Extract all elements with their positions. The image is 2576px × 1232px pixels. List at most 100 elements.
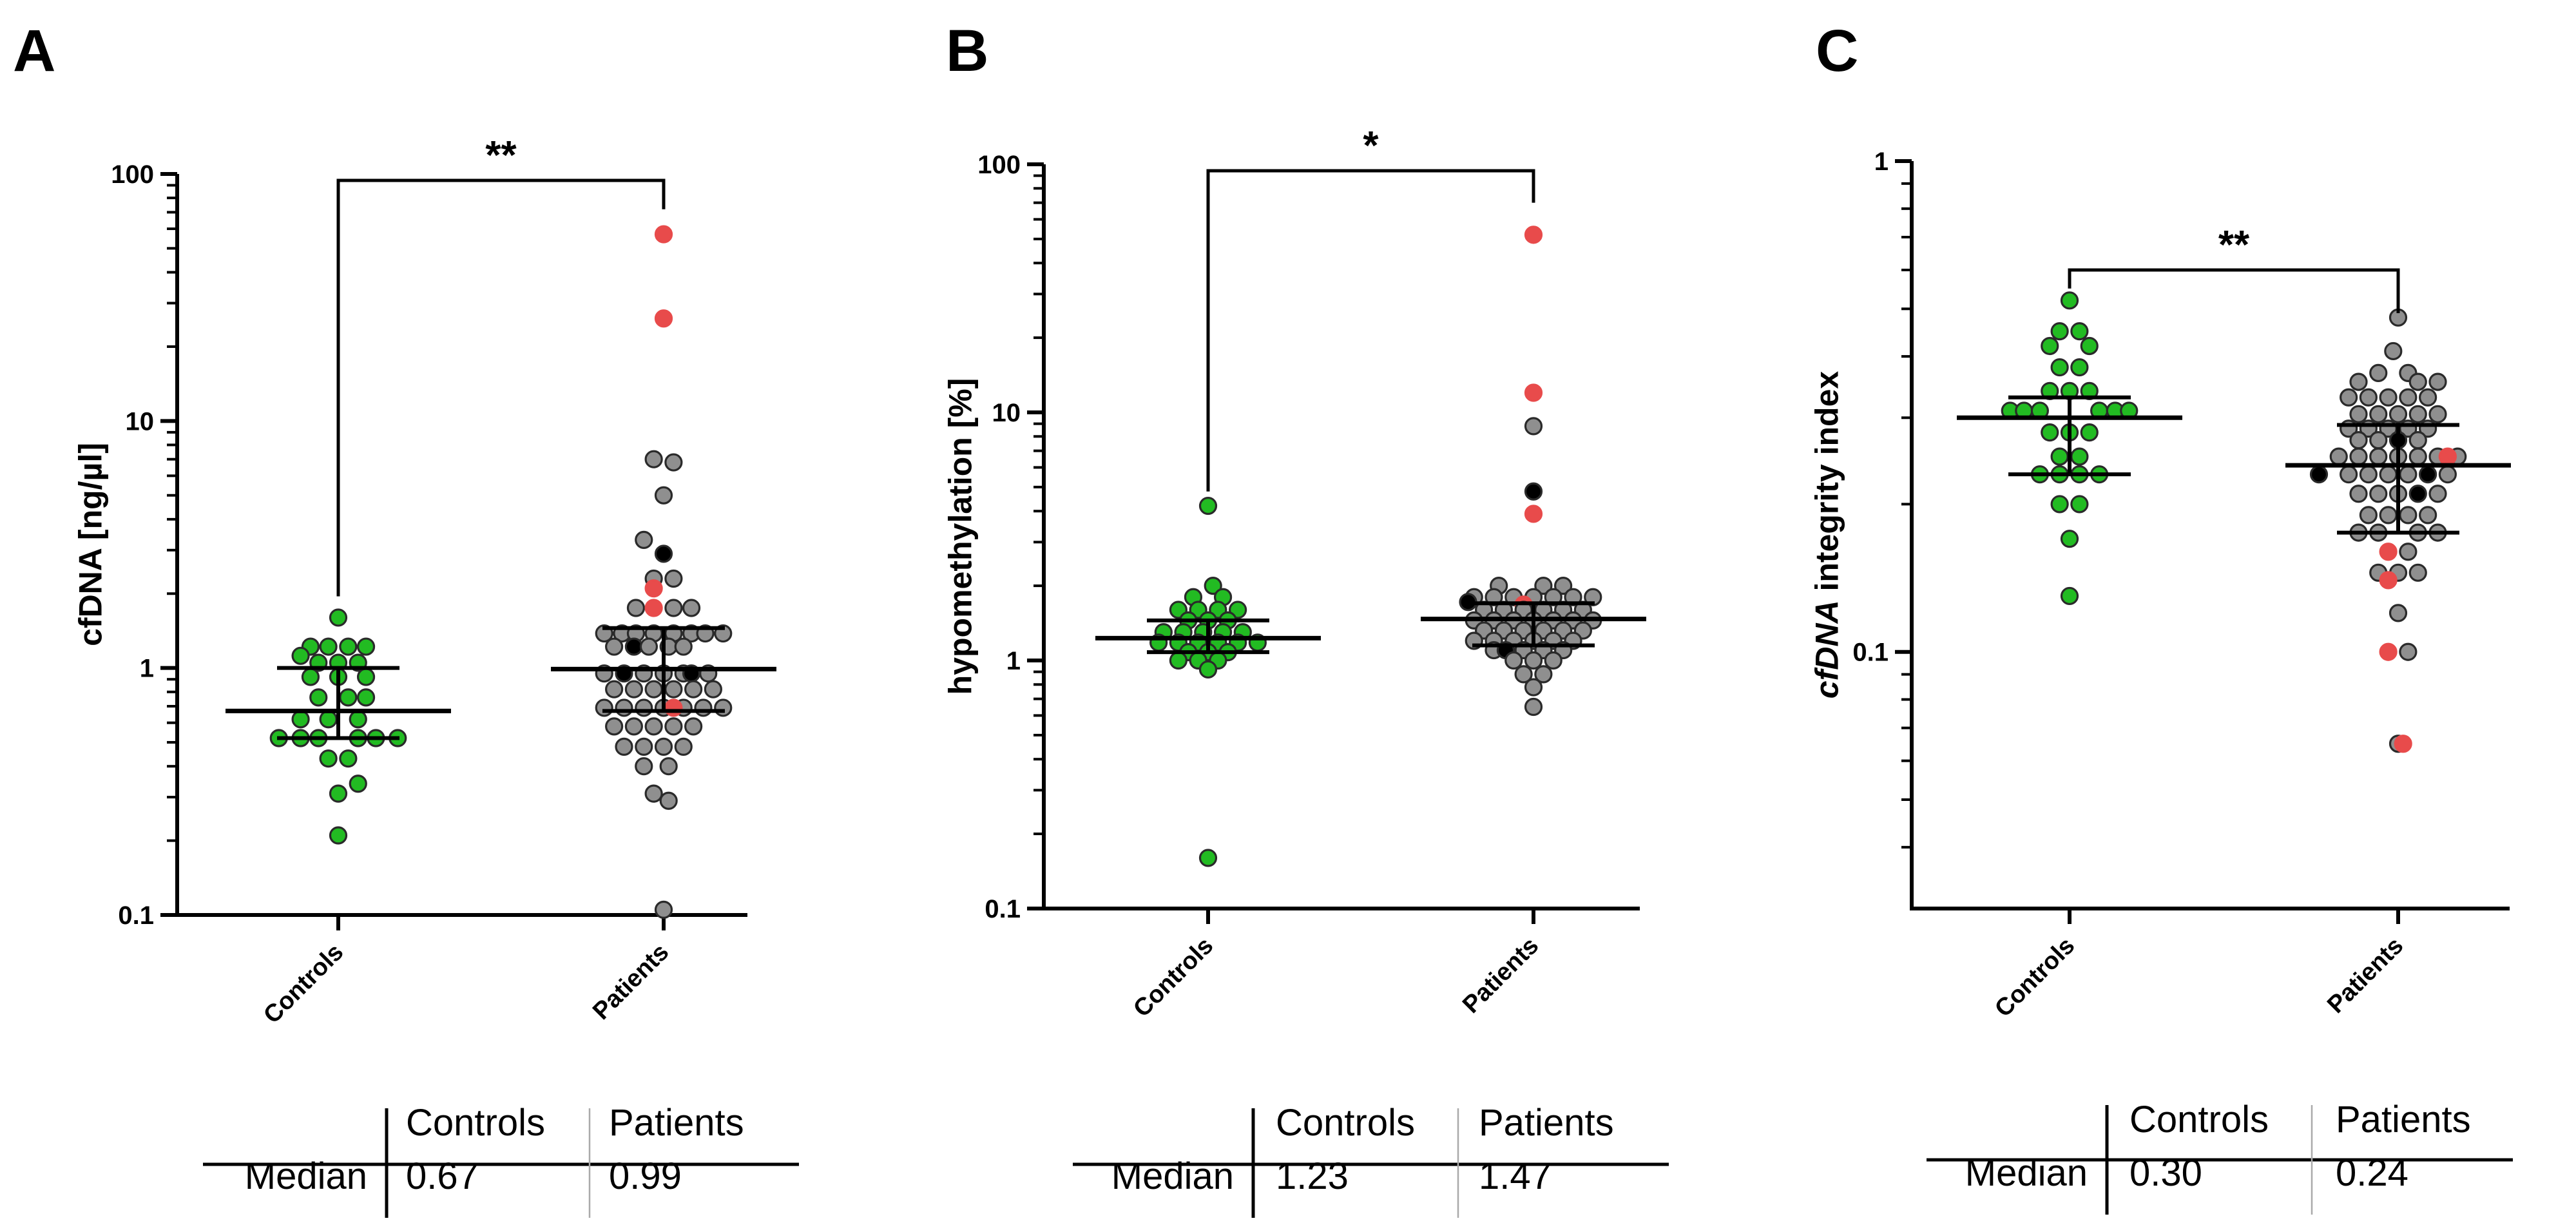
data-point [2389, 604, 2408, 622]
y-tick-label: 0.1 [118, 901, 154, 930]
panel-a: A 0.1 1 10 100 cfDNA [ng/µl] Controls Patients *… [13, 18, 799, 1218]
data-point [2419, 465, 2437, 484]
data-point [2349, 405, 2368, 423]
data-point [2408, 447, 2427, 466]
data-point [2349, 447, 2368, 466]
data-point [2070, 322, 2089, 341]
y-axis-label: cfDNA integrity index [1809, 371, 1845, 699]
significance-bracket [1206, 169, 1535, 492]
table-header-patients: Patients [609, 1102, 744, 1144]
data-point [1524, 678, 1543, 697]
data-point [644, 579, 663, 598]
data-point [319, 749, 338, 768]
data-point [2384, 342, 2403, 361]
data-point [664, 680, 683, 698]
data-point [2050, 447, 2069, 466]
data-point [2060, 586, 2079, 606]
data-point [2080, 336, 2099, 356]
significance-label: ** [485, 133, 517, 178]
data-point [2379, 465, 2398, 484]
data-point [1524, 697, 1543, 717]
data-point [2369, 485, 2388, 503]
data-point [2428, 485, 2447, 503]
data-point [624, 717, 643, 736]
y-tick-label: 1 [1874, 148, 1889, 176]
data-point [1514, 665, 1533, 684]
data-point [615, 737, 633, 756]
table-row-label: Median [1111, 1155, 1234, 1197]
data-point [309, 688, 328, 707]
data-point [2399, 543, 2417, 561]
data-point [2369, 363, 2388, 383]
data-point [2070, 495, 2089, 514]
panel-letter: C [1816, 18, 1858, 84]
data-point [1524, 651, 1543, 670]
data-point [684, 717, 703, 736]
data-point [2379, 571, 2398, 590]
data-point [2070, 447, 2089, 466]
data-point [674, 737, 693, 756]
y-axis-label-part: integrity index [1809, 371, 1845, 601]
data-point [1198, 660, 1218, 679]
data-point [2408, 405, 2427, 423]
data-point [2369, 447, 2388, 466]
y-tick-label: 0.1 [985, 895, 1021, 923]
data-point [2349, 372, 2368, 391]
data-point [1524, 417, 1543, 436]
x-tick-label-patients: Patients [2322, 932, 2408, 1019]
data-point [2408, 431, 2427, 450]
significance-bracket [336, 178, 666, 597]
data-point [2399, 388, 2417, 407]
data-point [1524, 505, 1543, 523]
data-point [2369, 431, 2388, 450]
table-header-controls: Controls [1276, 1102, 1415, 1144]
data-point [2060, 530, 2079, 548]
data-point [319, 637, 338, 656]
data-point [644, 680, 663, 698]
data-point [1554, 577, 1573, 595]
data-point [664, 453, 683, 472]
data-point [626, 599, 646, 617]
y-tick-label: 0.1 [1852, 639, 1889, 667]
data-point [2438, 447, 2457, 466]
data-point [329, 826, 348, 845]
x-tick-label-controls: Controls [258, 939, 349, 1029]
data-point [1169, 651, 1187, 670]
data-point [2379, 543, 2398, 561]
y-axis-label-part: cfDNA [1809, 600, 1845, 698]
data-point [1204, 577, 1222, 595]
data-point [605, 680, 624, 698]
table-median-patients: 0.99 [609, 1155, 682, 1197]
data-point [2394, 735, 2412, 753]
table-header-patients: Patients [2336, 1099, 2471, 1141]
data-point [2399, 506, 2417, 525]
data-point [2050, 322, 2069, 341]
data-point [2359, 465, 2378, 484]
data-point [339, 749, 358, 768]
data-point [704, 680, 722, 698]
data-point [605, 637, 624, 656]
x-tick-label-controls: Controls [1128, 932, 1218, 1023]
data-point [356, 637, 376, 656]
data-point [644, 450, 663, 468]
significance-label: * [1363, 124, 1379, 168]
data-point [339, 688, 358, 707]
data-point [2041, 423, 2059, 442]
x-tick-label-patients: Patients [1457, 932, 1544, 1019]
data-point [2050, 358, 2069, 377]
data-point [2408, 563, 2427, 582]
data-point [349, 710, 367, 729]
data-point [684, 680, 703, 698]
data-point [2419, 388, 2437, 407]
data-point [1524, 383, 1543, 402]
data-point [329, 608, 348, 627]
data-point [659, 791, 678, 810]
table-header-controls: Controls [2129, 1099, 2269, 1141]
significance-label: ** [2218, 223, 2250, 267]
data-point [595, 698, 613, 717]
data-point [2070, 358, 2089, 377]
data-point [2340, 465, 2358, 484]
table-median-patients: 0.24 [2336, 1152, 2408, 1194]
x-tick-label-patients: Patients [588, 939, 674, 1025]
